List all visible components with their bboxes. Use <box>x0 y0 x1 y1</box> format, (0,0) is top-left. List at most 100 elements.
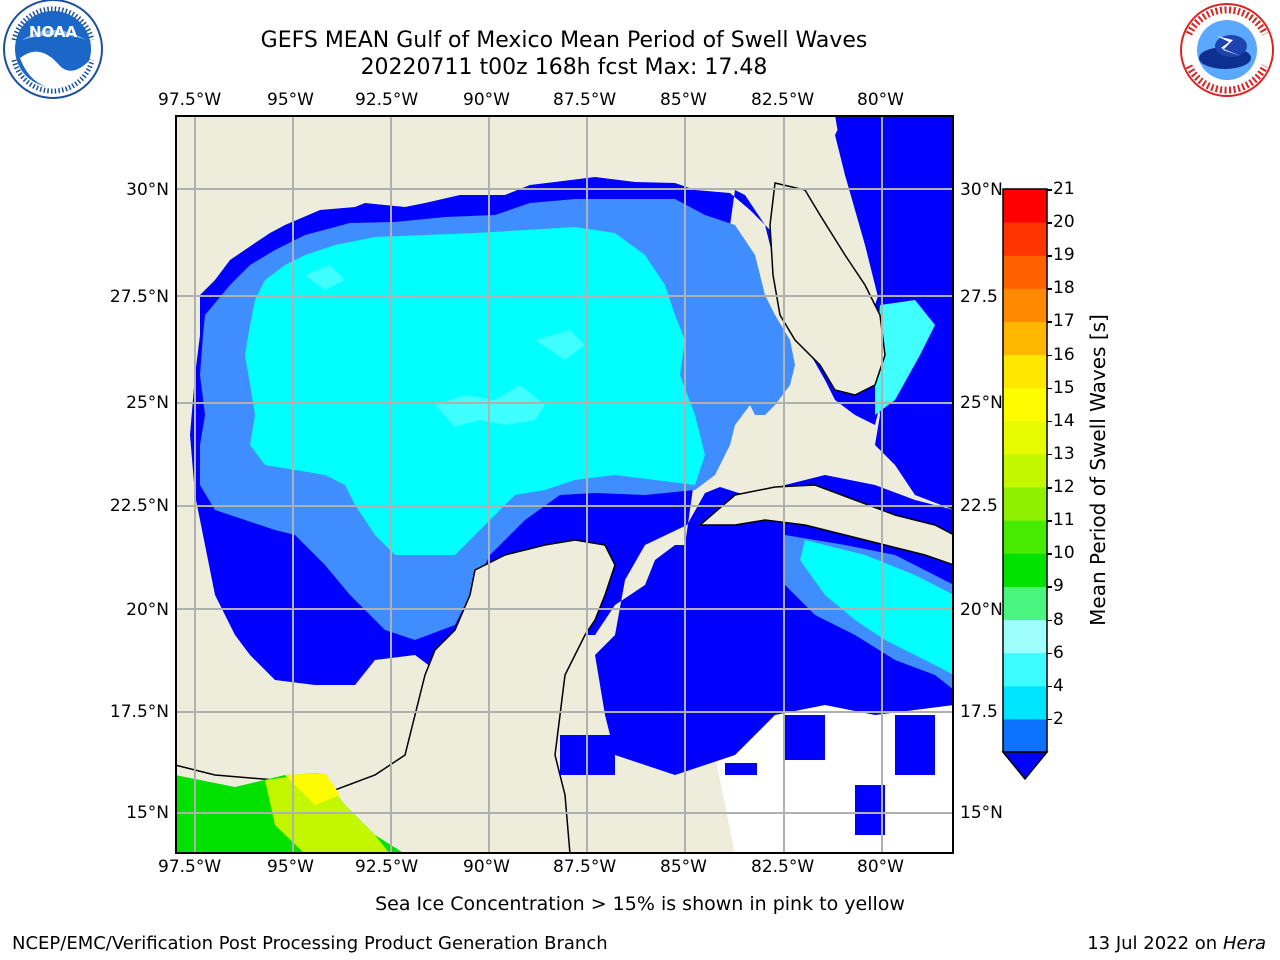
colorbar-tick-mark <box>1047 222 1052 224</box>
contour-patch-2 <box>895 715 935 775</box>
colorbar-segment <box>1003 520 1047 554</box>
lat-label-left: 15°N <box>126 803 169 823</box>
lon-label-bottom: 82.5°W <box>751 857 815 877</box>
lon-label-top: 90°W <box>463 90 510 110</box>
date-text: 13 Jul 2022 on Hera <box>1087 933 1266 955</box>
colorbar-segment <box>1003 420 1047 455</box>
colorbar-segment <box>1003 387 1047 422</box>
colorbar-tick-mark <box>1047 718 1052 721</box>
colorbar-tick-mark <box>1047 685 1052 688</box>
colorbar-segment <box>1003 189 1047 223</box>
colorbar-segment <box>1003 222 1047 256</box>
colorbar-tick-label: 17 <box>1053 311 1075 332</box>
graticule <box>175 115 954 854</box>
colorbar-tick-mark <box>1047 189 1052 191</box>
lat-label-left: 20°N <box>126 600 169 620</box>
colorbar-tick-mark <box>1047 520 1052 522</box>
colorbar-tick-label: 19 <box>1053 245 1075 266</box>
colorbar-tick-label: 9 <box>1053 576 1064 597</box>
map-title: GEFS MEAN Gulf of Mexico Mean Period of … <box>260 28 868 53</box>
colorbar-tick-label: 16 <box>1053 344 1075 365</box>
colorbar-tick-label: 12 <box>1053 477 1075 498</box>
lat-label-left: 22.5°N <box>109 496 169 516</box>
colorbar-segment <box>1003 619 1047 654</box>
credit-text: NCEP/EMC/Verification Post Processing Pr… <box>12 933 608 954</box>
colorbar-tick-label: 2 <box>1053 708 1064 729</box>
lon-label-top: 95°W <box>267 90 314 110</box>
lat-label-left: 27.5°N <box>109 287 169 307</box>
map-frame <box>175 115 954 854</box>
colorbar-tick-label: 13 <box>1053 443 1075 464</box>
sea-ice-note: Sea Ice Concentration > 15% is shown in … <box>375 893 905 915</box>
colorbar-tick-mark <box>1047 586 1052 588</box>
atlantic-band-cyan <box>875 300 935 415</box>
colorbar-tick-label: 10 <box>1053 543 1075 564</box>
colorbar-tick-mark <box>1047 420 1052 423</box>
colorbar-frame <box>1002 188 1048 753</box>
contour-band-6 <box>245 227 705 555</box>
lon-label-top: 97.5°W <box>158 90 222 110</box>
contour-patch-2 <box>855 785 885 835</box>
colorbar-tick-label: 15 <box>1053 377 1075 398</box>
colorbar-tick-label: 20 <box>1053 212 1075 233</box>
contour-patch-8 <box>305 265 345 290</box>
colorbar-segment <box>1003 354 1047 389</box>
contour-patch-2 <box>785 715 825 760</box>
svg-text:NOAA: NOAA <box>29 23 78 41</box>
gulf-of-mexico-map <box>175 115 954 854</box>
lat-label-right: 25°N <box>960 393 1003 413</box>
lon-label-bottom: 92.5°W <box>355 857 419 877</box>
colorbar-segment <box>1003 685 1047 720</box>
colorbar-tick-mark <box>1047 354 1052 357</box>
contour-patch-8 <box>535 330 585 360</box>
colorbar-tick-label: 14 <box>1053 410 1075 431</box>
lon-label-top: 82.5°W <box>751 90 815 110</box>
colorbar-tick-label: 8 <box>1053 609 1064 630</box>
colorbar-segments <box>1003 189 1047 753</box>
colorbar-segment <box>1003 652 1047 687</box>
lat-label-right: 27.5 <box>960 287 998 307</box>
lon-label-bottom: 95°W <box>267 857 314 877</box>
nws-logo-icon <box>1180 3 1274 97</box>
colorbar-segment <box>1003 586 1047 621</box>
lat-label-left: 17.5°N <box>109 702 169 722</box>
colorbar <box>1001 188 1049 781</box>
colorbar-segment <box>1003 321 1047 356</box>
colorbar-segment <box>1003 553 1047 587</box>
lon-label-bottom: 90°W <box>463 857 510 877</box>
colorbar-tick-mark <box>1047 487 1052 489</box>
lon-label-top: 85°W <box>660 90 707 110</box>
colorbar-label: Mean Period of Swell Waves [s] <box>1086 314 1110 626</box>
colorbar-segment <box>1003 453 1047 488</box>
colorbar-tick-label: 6 <box>1053 642 1064 663</box>
colorbar-tick-label: 11 <box>1053 510 1075 531</box>
colorbar-tick-mark <box>1047 553 1052 555</box>
colorbar-tick-mark <box>1047 387 1052 390</box>
contour-band-8-east <box>800 540 954 675</box>
lon-label-bottom: 85°W <box>660 857 707 877</box>
noaa-logo-icon: NOAA <box>3 0 103 99</box>
colorbar-tick-mark <box>1047 288 1052 290</box>
yucatan-land <box>175 539 616 854</box>
lat-label-left: 25°N <box>126 393 169 413</box>
colorbar-tick-mark <box>1047 652 1052 655</box>
lat-label-left: 30°N <box>126 180 169 200</box>
lat-label-right: 20°N <box>960 600 1003 620</box>
contour-patch-2 <box>725 763 757 775</box>
colorbar-extend-arrow <box>1001 751 1049 781</box>
lat-label-right: 15°N <box>960 803 1003 823</box>
colorbar-tick-mark <box>1047 619 1052 622</box>
colorbar-tick-mark <box>1047 255 1052 257</box>
colorbar-tick-mark <box>1047 453 1052 456</box>
lon-label-bottom: 87.5°W <box>553 857 617 877</box>
lat-label-right: 17.5 <box>960 702 998 722</box>
map-subtitle: 20220711 t00z 168h fcst Max: 17.48 <box>360 55 768 80</box>
machine-name: Hera <box>1222 933 1266 954</box>
lon-label-top: 80°W <box>857 90 904 110</box>
lon-label-top: 87.5°W <box>553 90 617 110</box>
lon-label-bottom: 97.5°W <box>158 857 222 877</box>
colorbar-tick-mark <box>1047 321 1052 323</box>
colorbar-tick-label: 21 <box>1053 179 1075 199</box>
colorbar-segment <box>1003 487 1047 521</box>
date-value: 13 Jul 2022 on <box>1087 933 1223 954</box>
